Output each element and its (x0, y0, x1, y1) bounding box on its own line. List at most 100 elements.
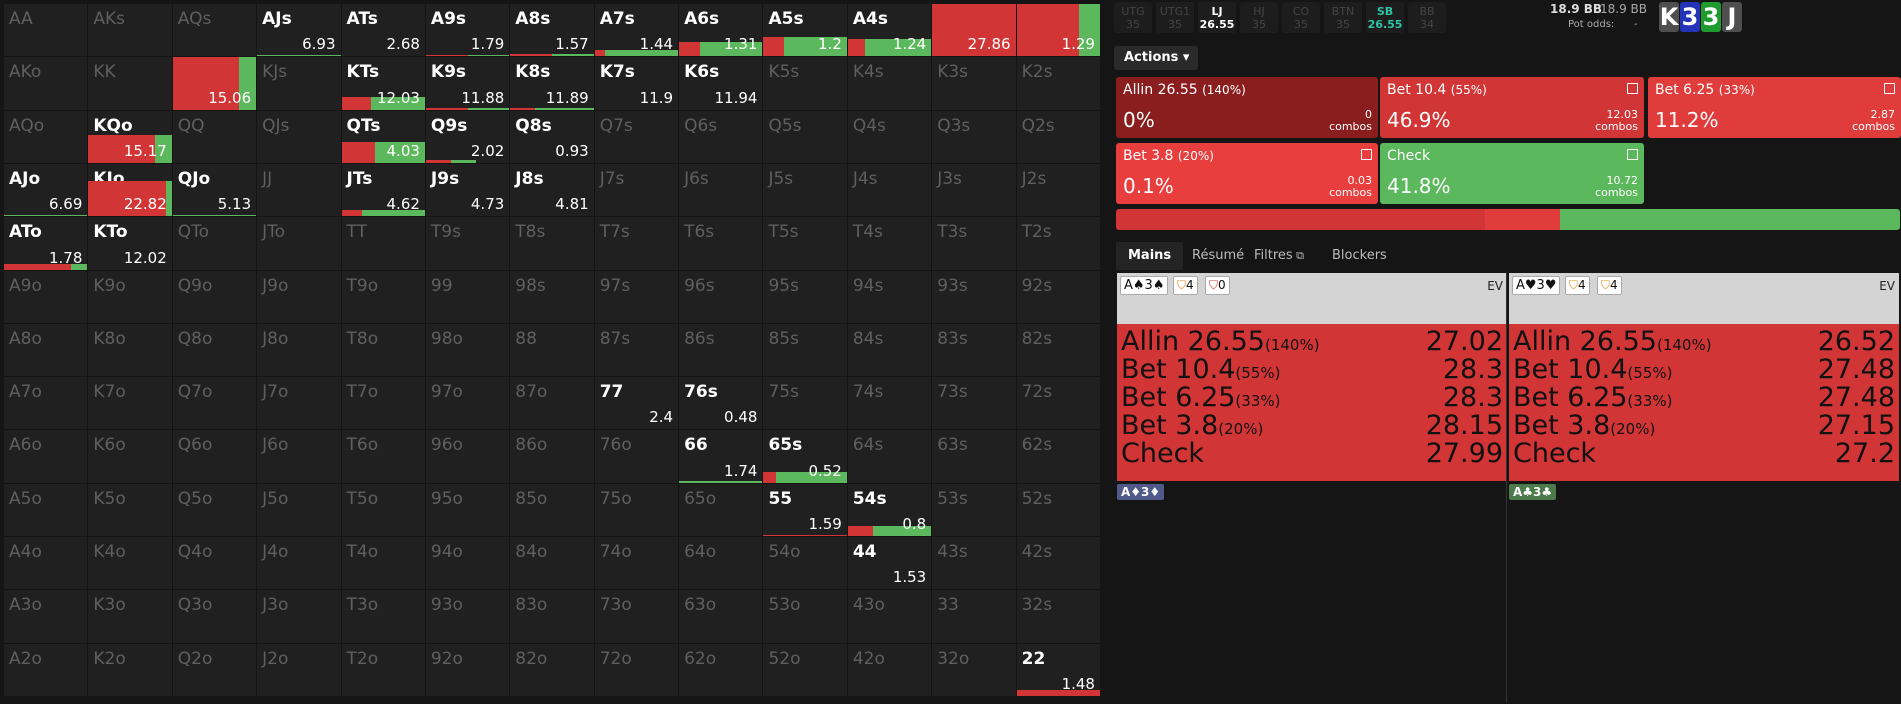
hand-cell[interactable]: 85o (510, 483, 594, 537)
hand-cell[interactable]: 53s (932, 483, 1016, 537)
hand-cell[interactable]: K4s (847, 57, 932, 110)
hand-cell[interactable]: K9o (88, 270, 172, 323)
hand-cell[interactable]: QTo (172, 217, 257, 270)
hand-cell[interactable]: K8o (88, 323, 172, 377)
hand-cell[interactable]: A8s 1.57 (510, 4, 594, 57)
hand-cell[interactable]: 73o (594, 590, 679, 643)
hand-cell[interactable]: AA (4, 4, 88, 57)
hand-cell[interactable]: T9o (341, 270, 425, 323)
hand-cell[interactable]: T6o (341, 430, 425, 483)
hand-cell[interactable]: A4s 1.24 (847, 4, 932, 57)
hand-cell[interactable]: KJo 22.82 (88, 163, 172, 217)
hand-cell[interactable]: QTs 4.03 (341, 110, 425, 163)
hand-cell[interactable]: ATs 2.68 (341, 4, 425, 57)
hand-cell[interactable]: 75o (594, 483, 679, 537)
action-box-bet[interactable]: Bet 6.25 (33%) 11.2% 2.87 combos (1648, 77, 1901, 138)
hand-cell[interactable]: 54s 0.8 (847, 483, 932, 537)
hand-cell[interactable]: A7o (4, 377, 88, 430)
actions-dropdown[interactable]: Actions ▾ (1114, 46, 1198, 70)
hand-cell[interactable]: A3o (4, 590, 88, 643)
hand-cell[interactable]: Q7o (172, 377, 257, 430)
hand-cell[interactable]: 65o (679, 483, 763, 537)
hand-cell[interactable]: 64s (847, 430, 932, 483)
hand-cell[interactable]: T3s (932, 217, 1016, 270)
hand-cell[interactable]: 85s (763, 323, 847, 377)
action-box-bet[interactable]: Bet 10.4 (55%) 46.9% 12.03 combos (1380, 77, 1644, 138)
position-bb[interactable]: BB 34 (1408, 2, 1446, 33)
hand-cell[interactable]: J7o (257, 377, 341, 430)
hand-cell[interactable]: 98o (425, 323, 510, 377)
hand-cell[interactable]: Q6s (679, 110, 763, 163)
hand-cell[interactable]: 32o (932, 643, 1016, 696)
next-combo[interactable]: A♣3♣ (1509, 484, 1557, 500)
hand-cell[interactable]: A7s 1.44 (594, 4, 679, 57)
hand-cell[interactable]: 52s (1016, 483, 1100, 537)
position-utg1[interactable]: UTG1 35 (1156, 2, 1194, 33)
hand-cell[interactable]: 55 1.59 (763, 483, 847, 537)
position-btn[interactable]: BTN 35 (1324, 2, 1362, 33)
hand-cell[interactable]: AQs (172, 4, 257, 57)
hand-cell[interactable]: Q8s 0.93 (510, 110, 594, 163)
tab-filtres[interactable]: Filtres ⧉ (1254, 242, 1304, 270)
hand-cell[interactable]: A9s 1.79 (425, 4, 510, 57)
hand-cell[interactable]: Q5o (172, 483, 257, 537)
hand-cell[interactable]: 62o (679, 643, 763, 696)
hand-cell[interactable]: J3o (257, 590, 341, 643)
hand-cell[interactable]: 94s (847, 270, 932, 323)
hand-cell[interactable]: A6o (4, 430, 88, 483)
hand-cell[interactable]: Q3o (172, 590, 257, 643)
hand-cell[interactable]: AKo (4, 57, 88, 110)
position-utg[interactable]: UTG 35 (1114, 2, 1152, 33)
hand-cell[interactable]: 96o (425, 430, 510, 483)
hand-cell[interactable]: T5o (341, 483, 425, 537)
action-box-allin[interactable]: Allin 26.55 (140%) 0% 0 combos (1116, 77, 1378, 138)
hand-cell[interactable]: T2s (1016, 217, 1100, 270)
hand-cell[interactable]: 92o (425, 643, 510, 696)
hand-cell[interactable]: T4o (341, 537, 425, 590)
hand-cell[interactable]: T3o (341, 590, 425, 643)
table-icon[interactable] (1627, 149, 1638, 160)
hand-cell[interactable]: 74s (847, 377, 932, 430)
hand-cell[interactable]: T8s (510, 217, 594, 270)
hand-cell[interactable]: KTo 12.02 (88, 217, 172, 270)
hand-cell[interactable]: J5o (257, 483, 341, 537)
hand-cell[interactable]: T9s (425, 217, 510, 270)
hand-cell[interactable]: JTs 4.62 (341, 163, 425, 217)
hand-cell[interactable]: KK (88, 57, 172, 110)
hand-cell[interactable]: J4s (847, 163, 932, 217)
hand-cell[interactable]: JJ (257, 163, 341, 217)
hand-cell[interactable]: T2o (341, 643, 425, 696)
hand-cell[interactable]: 76s 0.48 (679, 377, 763, 430)
position-sb[interactable]: SB 26.55 (1366, 2, 1404, 33)
hand-cell[interactable]: A8o (4, 323, 88, 377)
hand-cell[interactable]: 94o (425, 537, 510, 590)
action-box-check[interactable]: Check 41.8% 10.72 combos (1380, 143, 1644, 204)
hand-cell[interactable]: JTo (257, 217, 341, 270)
hand-cell[interactable]: 96s (679, 270, 763, 323)
hand-cell[interactable]: K2o (88, 643, 172, 696)
hand-cell[interactable]: 98s (510, 270, 594, 323)
hand-cell[interactable]: 84o (510, 537, 594, 590)
hand-cell[interactable]: 72s (1016, 377, 1100, 430)
position-co[interactable]: CO 35 (1282, 2, 1320, 33)
hand-cell[interactable]: K5o (88, 483, 172, 537)
hand-cell[interactable]: 64o (679, 537, 763, 590)
hand-cell[interactable]: KQs15.06 (172, 57, 257, 110)
hand-cell[interactable]: 73s (932, 377, 1016, 430)
hand-cell[interactable]: K7s 11.9 (594, 57, 679, 110)
hand-cell[interactable]: 62s (1016, 430, 1100, 483)
hand-cell[interactable]: J7s (594, 163, 679, 217)
hand-cell[interactable]: J8s 4.81 (510, 163, 594, 217)
hand-cell[interactable]: 66 1.74 (679, 430, 763, 483)
hand-cell[interactable]: 87o (510, 377, 594, 430)
hand-cell[interactable]: K2s (1016, 57, 1100, 110)
hand-cell[interactable]: Q3s (932, 110, 1016, 163)
hand-cell[interactable]: 93s (932, 270, 1016, 323)
hand-cell[interactable]: Q7s (594, 110, 679, 163)
hand-cell[interactable]: 83o (510, 590, 594, 643)
position-hj[interactable]: HJ 35 (1240, 2, 1278, 33)
hand-cell[interactable]: 63o (679, 590, 763, 643)
hand-cell[interactable]: 82s (1016, 323, 1100, 377)
hand-cell[interactable]: T7o (341, 377, 425, 430)
hand-cell[interactable]: A3s27.86 (932, 4, 1016, 57)
